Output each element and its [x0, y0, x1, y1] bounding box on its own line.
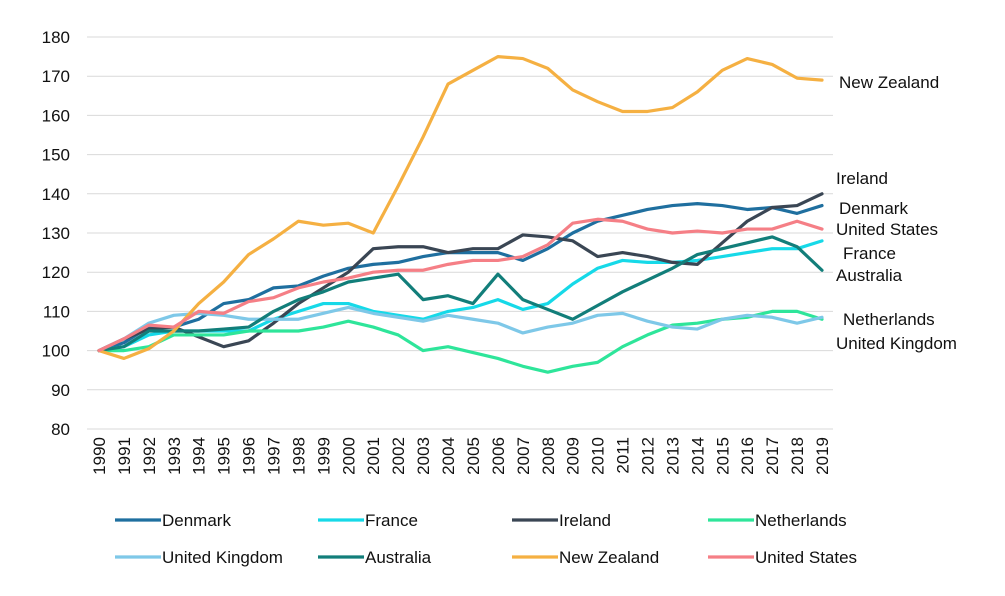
- end-label-united-kingdom: United Kingdom: [836, 334, 957, 353]
- y-tick-label-90: 90: [51, 381, 70, 400]
- x-tick-label-2000: 2000: [339, 437, 358, 475]
- x-tick-label-1998: 1998: [289, 437, 308, 475]
- legend-label-new-zealand: New Zealand: [559, 548, 659, 567]
- x-tick-label-2018: 2018: [788, 437, 807, 475]
- x-tick-label-2017: 2017: [763, 437, 782, 475]
- x-tick-label-2003: 2003: [414, 437, 433, 475]
- x-axis-ticks: 1990 1991 1992 1993 1994 1995 1996 1997 1998 1999…: [90, 437, 832, 475]
- y-tick-label-120: 120: [42, 263, 70, 282]
- x-tick-label-1996: 1996: [240, 437, 259, 475]
- legend-label-australia: Australia: [365, 548, 432, 567]
- end-label-new-zealand: New Zealand: [839, 73, 939, 92]
- legend-item-new-zealand: New Zealand: [512, 548, 659, 567]
- x-tick-label-2008: 2008: [539, 437, 558, 475]
- legend-item-united-states: United States: [708, 548, 857, 567]
- x-tick-label-2016: 2016: [738, 437, 757, 475]
- x-tick-label-2013: 2013: [663, 437, 682, 475]
- series-line-denmark: [97, 202, 824, 353]
- y-tick-label-160: 160: [42, 106, 70, 125]
- legend-label-denmark: Denmark: [162, 511, 231, 530]
- series-line-united-kingdom: [97, 305, 824, 353]
- x-tick-label-2007: 2007: [514, 437, 533, 475]
- end-label-australia: Australia: [836, 266, 903, 285]
- x-tick-label-1994: 1994: [190, 437, 209, 475]
- end-label-united-states: United States: [836, 220, 938, 239]
- legend-item-denmark: Denmark: [115, 511, 231, 530]
- legend-item-netherlands: Netherlands: [708, 511, 847, 530]
- x-tick-label-2001: 2001: [364, 437, 383, 475]
- y-tick-label-110: 110: [43, 302, 70, 321]
- legend-item-australia: Australia: [318, 548, 432, 567]
- y-tick-label-130: 130: [42, 224, 70, 243]
- series-line-ireland: [97, 192, 824, 353]
- legend-label-france: France: [365, 511, 418, 530]
- y-tick-label-150: 150: [42, 146, 70, 165]
- end-label-ireland: Ireland: [836, 169, 888, 188]
- x-tick-label-2012: 2012: [638, 437, 657, 475]
- end-label-netherlands: Netherlands: [843, 310, 935, 329]
- legend-item-united-kingdom: United Kingdom: [115, 548, 283, 567]
- y-tick-label-170: 170: [42, 67, 70, 86]
- legend-item-france: France: [318, 511, 418, 530]
- series-line-new-zealand: [97, 55, 824, 361]
- x-tick-label-2009: 2009: [564, 437, 583, 475]
- legend-label-ireland: Ireland: [559, 511, 611, 530]
- x-tick-label-1997: 1997: [265, 437, 284, 475]
- y-tick-label-180: 180: [42, 28, 70, 47]
- x-tick-label-2002: 2002: [389, 437, 408, 475]
- x-tick-label-2010: 2010: [589, 437, 608, 475]
- x-tick-label-2011: 2011: [614, 437, 633, 474]
- x-tick-label-2019: 2019: [813, 437, 832, 475]
- legend-label-netherlands: Netherlands: [755, 511, 847, 530]
- x-tick-label-1992: 1992: [140, 437, 159, 475]
- y-tick-label-140: 140: [42, 185, 70, 204]
- y-tick-label-100: 100: [42, 342, 70, 361]
- series-line-netherlands: [97, 309, 824, 374]
- legend-item-ireland: Ireland: [512, 511, 611, 530]
- gridlines: [87, 36, 833, 430]
- series-line-united-states: [97, 217, 824, 353]
- series-line-australia: [97, 235, 824, 353]
- x-tick-label-1991: 1991: [115, 437, 134, 475]
- x-tick-label-1999: 1999: [314, 437, 333, 475]
- legend: Denmark France Ireland Netherlands United Ki…: [115, 511, 857, 567]
- x-tick-label-1995: 1995: [215, 437, 234, 475]
- end-label-france: France: [843, 244, 896, 263]
- end-labels: New Zealand Ireland Denmark United States Fr…: [836, 73, 957, 353]
- legend-label-united-kingdom: United Kingdom: [162, 548, 283, 567]
- legend-label-united-states: United States: [755, 548, 857, 567]
- x-tick-label-2014: 2014: [688, 437, 707, 475]
- x-tick-label-2004: 2004: [439, 437, 458, 475]
- x-tick-label-1993: 1993: [165, 437, 184, 475]
- y-axis-ticks: 80 90 100 110 120 130 140 150 160 170 180: [42, 28, 70, 439]
- x-tick-label-2006: 2006: [489, 437, 508, 475]
- x-tick-label-1990: 1990: [90, 437, 109, 475]
- y-tick-label-80: 80: [51, 420, 70, 439]
- series-lines: [97, 55, 824, 374]
- end-label-denmark: Denmark: [839, 199, 908, 218]
- x-tick-label-2005: 2005: [464, 437, 483, 475]
- x-tick-label-2015: 2015: [713, 437, 732, 475]
